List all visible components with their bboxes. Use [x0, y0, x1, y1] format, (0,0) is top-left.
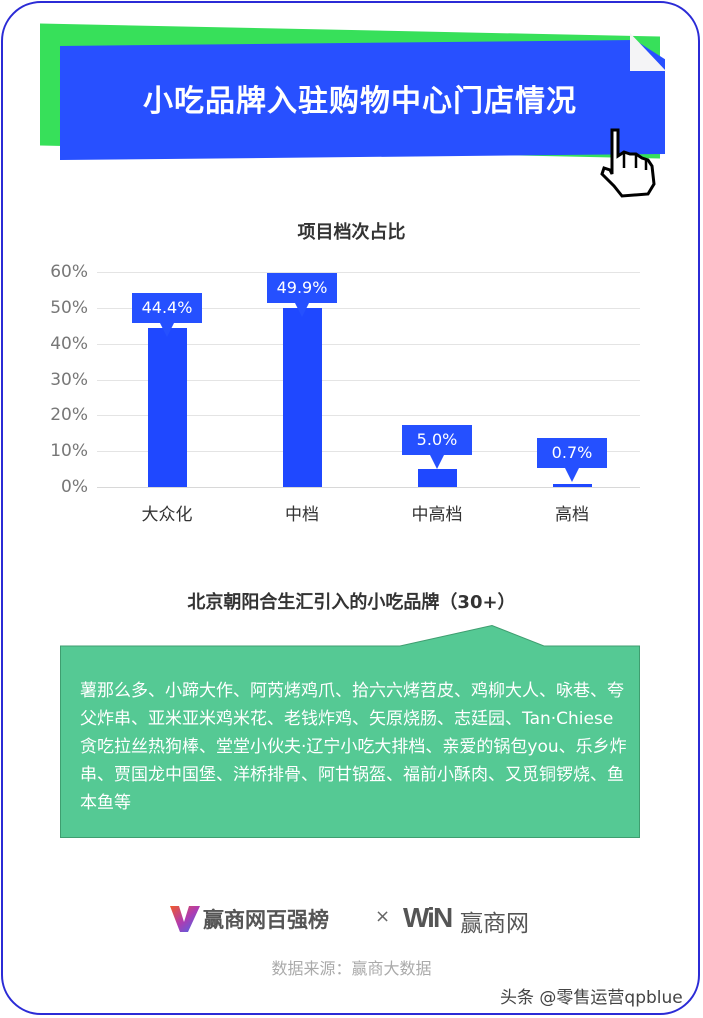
x-axis-baseline	[97, 487, 640, 488]
top100-logo-text: 赢商网百强榜	[203, 908, 329, 932]
bar	[552, 484, 592, 487]
banner-blue-panel	[60, 40, 665, 160]
top100-logo-icon	[170, 904, 200, 932]
bar-value-label: 0.7%	[537, 438, 607, 482]
bar	[147, 327, 187, 487]
hand-pointer-icon	[598, 126, 662, 198]
gridline	[97, 451, 640, 452]
gridline	[97, 415, 640, 416]
brands-section-title: 北京朝阳合生汇引入的小吃品牌（30+）	[187, 592, 516, 613]
winshang-logo-text: 赢商网	[460, 911, 529, 937]
gridline	[97, 344, 640, 345]
gridline	[97, 308, 640, 309]
gridline	[97, 380, 640, 381]
footer-logos: 赢商网百强榜 × WiN 赢商网	[170, 900, 550, 940]
y-tick: 60%	[50, 262, 88, 282]
chart-title: 项目档次占比	[297, 222, 406, 243]
x-tick: 大众化	[141, 505, 193, 525]
x-tick: 中档	[285, 505, 319, 525]
y-tick: 30%	[50, 370, 88, 390]
bar-value-label: 49.9%	[267, 273, 337, 318]
banner-title: 小吃品牌入驻购物中心门店情况	[143, 84, 577, 119]
bar-value-label: 44.4%	[132, 292, 202, 337]
y-tick: 10%	[50, 441, 88, 461]
y-tick: 40%	[50, 334, 88, 354]
brands-list-text: 薯那么多、小蹄大作、阿芮烤鸡爪、拾六六烤苕皮、鸡柳大人、咏巷、夸父炸串、亚米亚米…	[80, 681, 627, 813]
bar	[282, 308, 322, 487]
y-tick: 0%	[61, 477, 88, 497]
data-source: 数据来源：赢商大数据	[271, 959, 432, 978]
bar-value-label: 5.0%	[402, 425, 472, 469]
winshang-logo-icon: WiN	[403, 902, 453, 933]
bar	[417, 469, 457, 487]
brands-callout-box: 薯那么多、小蹄大作、阿芮烤鸡爪、拾六六烤苕皮、鸡柳大人、咏巷、夸父炸串、亚米亚米…	[60, 625, 640, 838]
gridline	[97, 272, 640, 273]
y-tick: 50%	[50, 298, 88, 318]
x-tick: 中高档	[411, 505, 463, 525]
x-tick: 高档	[555, 505, 589, 525]
y-tick: 20%	[50, 405, 88, 425]
watermark: 头条 @零售运营qpblue	[500, 988, 683, 1008]
times-sign: ×	[375, 906, 391, 927]
